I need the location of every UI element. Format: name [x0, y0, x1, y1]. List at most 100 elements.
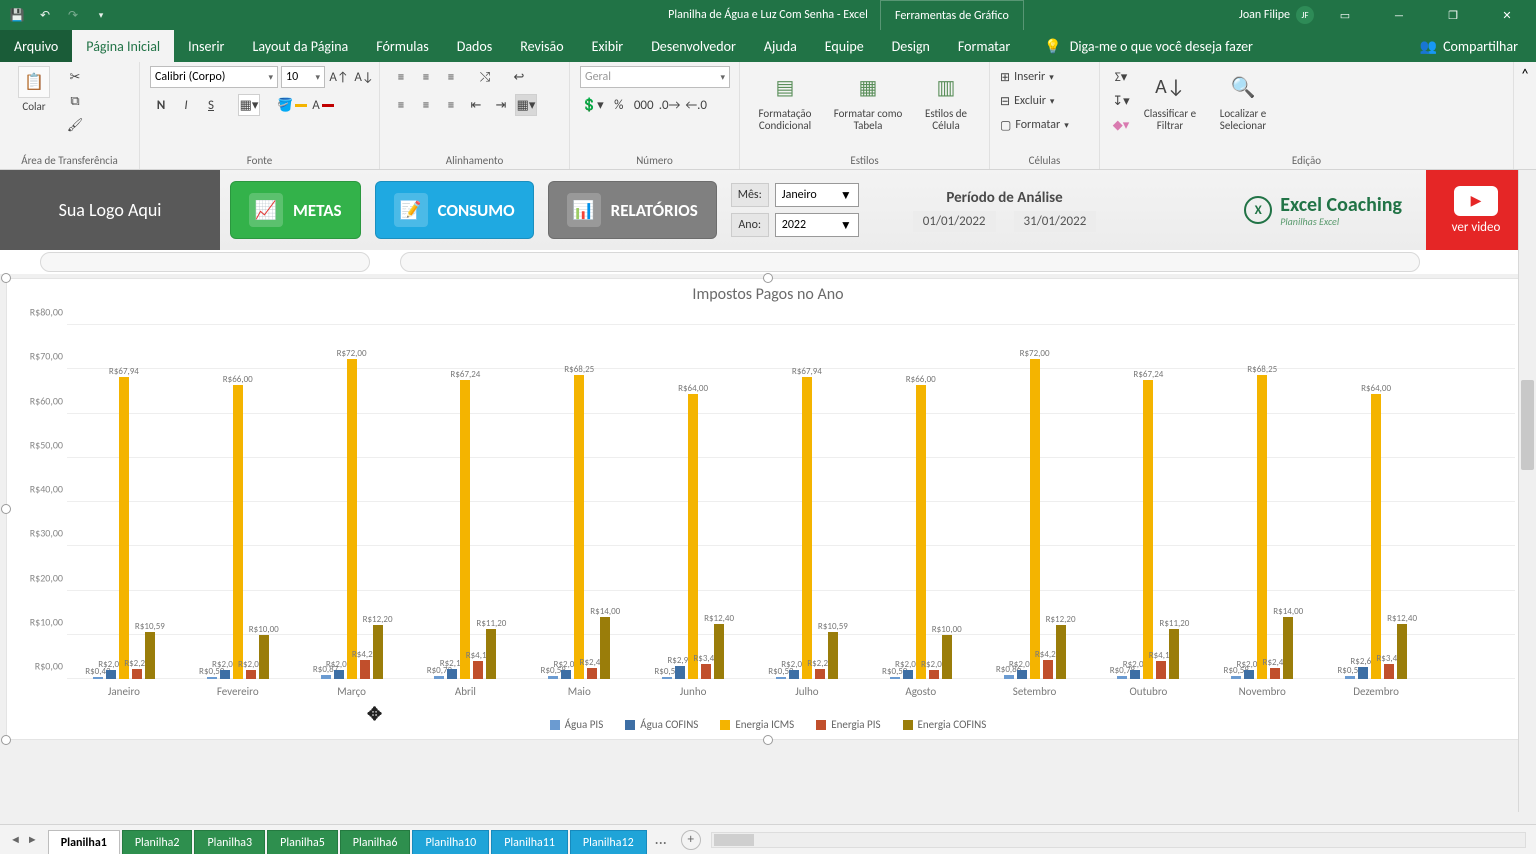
- chart-bar[interactable]: R$0,86: [1004, 675, 1014, 679]
- tab-developer[interactable]: Desenvolvedor: [637, 30, 750, 62]
- increase-font-icon[interactable]: A↑: [328, 66, 350, 88]
- increase-decimal-icon[interactable]: .0→: [658, 94, 682, 116]
- cut-icon[interactable]: ✂: [64, 66, 86, 88]
- chart-bar[interactable]: R$64,00: [688, 394, 698, 679]
- percent-format-icon[interactable]: %: [608, 94, 630, 116]
- copy-icon[interactable]: ⧉: [64, 90, 86, 112]
- chart-title[interactable]: Impostos Pagos no Ano: [7, 279, 1529, 310]
- chart-bar[interactable]: R$64,00: [1371, 394, 1381, 679]
- chart-bar[interactable]: R$67,94: [802, 377, 812, 679]
- borders-button[interactable]: ▦▾: [238, 94, 260, 116]
- relatorios-button[interactable]: 📊RELATÓRIOS: [548, 181, 717, 239]
- chart-bar[interactable]: R$4,12: [1156, 661, 1166, 679]
- chart-bar[interactable]: R$2,00: [220, 670, 230, 679]
- consumo-button[interactable]: 📝CONSUMO: [375, 181, 534, 239]
- resize-handle[interactable]: [763, 273, 773, 283]
- chart-bar[interactable]: R$2,08: [334, 670, 344, 679]
- tab-chart-format[interactable]: Formatar: [944, 30, 1024, 62]
- chart-bar[interactable]: R$12,40: [714, 624, 724, 679]
- chart-bar[interactable]: R$2,01: [106, 670, 116, 679]
- orientation-icon[interactable]: ⤭: [474, 66, 496, 88]
- tab-insert[interactable]: Inserir: [174, 30, 238, 62]
- chart-bar[interactable]: R$4,12: [473, 661, 483, 679]
- tab-chart-design[interactable]: Design: [878, 30, 944, 62]
- tab-help[interactable]: Ajuda: [750, 30, 811, 62]
- ribbon-display-options-icon[interactable]: ▭: [1322, 0, 1368, 30]
- sub-tab-left[interactable]: [40, 252, 370, 272]
- wrap-text-icon[interactable]: ↩: [508, 66, 530, 88]
- tab-review[interactable]: Revisão: [506, 30, 577, 62]
- tab-page-layout[interactable]: Layout da Página: [238, 30, 362, 62]
- chart-bar[interactable]: R$2,40: [1270, 668, 1280, 679]
- save-icon[interactable]: 💾: [8, 8, 26, 23]
- font-size-combo[interactable]: 10▾: [281, 66, 325, 88]
- chart-bar[interactable]: R$66,00: [233, 385, 243, 679]
- watch-video-button[interactable]: ▶ ver video: [1426, 170, 1526, 250]
- chart-bar[interactable]: R$0,58: [548, 676, 558, 679]
- tab-view[interactable]: Exibir: [578, 30, 638, 62]
- chart-bar[interactable]: R$2,40: [587, 668, 597, 679]
- tabs-overflow[interactable]: ...: [649, 830, 673, 849]
- month-select[interactable]: Janeiro▼: [775, 183, 859, 207]
- chart-bar[interactable]: R$2,04: [789, 670, 799, 679]
- resize-handle[interactable]: [1, 735, 11, 745]
- format-painter-icon[interactable]: 🖌: [64, 114, 86, 136]
- chart-bar[interactable]: R$2,03: [1017, 670, 1027, 679]
- chart-bar[interactable]: R$2,28: [132, 669, 142, 679]
- legend-item[interactable]: Água COFINS: [625, 718, 698, 731]
- format-cells-button[interactable]: ▢Formatar▾: [1000, 114, 1069, 136]
- sheet-tab[interactable]: Planilha2: [122, 830, 193, 854]
- legend-item[interactable]: Energia COFINS: [903, 718, 987, 731]
- chart-bar[interactable]: R$2,28: [815, 669, 825, 679]
- chart-bar[interactable]: R$67,24: [460, 380, 470, 679]
- sheet-tab[interactable]: Planilha1: [48, 830, 120, 854]
- chart-bar[interactable]: R$2,90: [675, 666, 685, 679]
- chart-object[interactable]: Impostos Pagos no Ano R$0,00R$10,00R$20,…: [6, 278, 1530, 740]
- align-bottom-icon[interactable]: ≡: [440, 66, 462, 88]
- fill-color-button[interactable]: 🪣: [276, 94, 308, 116]
- comma-format-icon[interactable]: 000: [633, 94, 655, 116]
- accounting-format-icon[interactable]: 💲▾: [580, 94, 605, 116]
- chart-bar[interactable]: R$12,40: [1397, 624, 1407, 679]
- scrollbar-thumb[interactable]: [714, 834, 754, 846]
- sheet-tab[interactable]: Planilha12: [570, 830, 647, 854]
- first-sheet-icon[interactable]: ◄: [10, 833, 21, 846]
- undo-icon[interactable]: ↶: [36, 8, 54, 23]
- sheet-tab[interactable]: Planilha5: [267, 830, 338, 854]
- format-as-table-button[interactable]: ▦Formatar como Tabela: [826, 66, 910, 132]
- sort-filter-button[interactable]: A↓Classificar e Filtrar: [1138, 66, 1202, 132]
- font-name-combo[interactable]: Calibri (Corpo)▾: [150, 66, 278, 88]
- paste-button[interactable]: 📋 Colar: [10, 66, 58, 113]
- chart-bar[interactable]: R$14,00: [1283, 617, 1293, 679]
- tell-me-search[interactable]: 💡 Diga-me o que você deseja fazer: [1044, 30, 1401, 62]
- chart-bar[interactable]: R$10,00: [942, 635, 952, 680]
- vertical-scrollbar[interactable]: [1518, 170, 1536, 812]
- metas-button[interactable]: 📈METAS: [230, 181, 361, 239]
- fill-icon[interactable]: ↧▾: [1110, 90, 1132, 112]
- italic-button[interactable]: I: [175, 94, 197, 116]
- new-sheet-button[interactable]: +: [681, 830, 701, 850]
- decrease-decimal-icon[interactable]: ←.0: [684, 94, 708, 116]
- align-right-icon[interactable]: ≡: [440, 94, 462, 116]
- bold-button[interactable]: N: [150, 94, 172, 116]
- chart-bar[interactable]: R$2,60: [1358, 667, 1368, 679]
- align-middle-icon[interactable]: ≡: [415, 66, 437, 88]
- maximize-icon[interactable]: ❐: [1430, 0, 1476, 30]
- increase-indent-icon[interactable]: ⇥: [490, 94, 512, 116]
- align-center-icon[interactable]: ≡: [415, 94, 437, 116]
- tab-home[interactable]: Página Inicial: [72, 30, 174, 62]
- horizontal-scrollbar[interactable]: [711, 832, 1526, 848]
- chart-bar[interactable]: R$11,20: [486, 629, 496, 679]
- clear-icon[interactable]: ◆▾: [1110, 114, 1132, 136]
- chart-bar[interactable]: R$72,00: [347, 359, 357, 679]
- chart-bar[interactable]: R$12,20: [373, 625, 383, 679]
- delete-cells-button[interactable]: ⊟Excluir▾: [1000, 90, 1054, 112]
- chart-bar[interactable]: R$0,50: [207, 677, 217, 679]
- chart-bar[interactable]: R$0,50: [890, 677, 900, 679]
- underline-button[interactable]: S: [200, 94, 222, 116]
- chart-plot-area[interactable]: R$0,00R$10,00R$20,00R$30,00R$40,00R$50,0…: [67, 325, 1515, 679]
- number-format-combo[interactable]: Geral▾: [580, 66, 730, 88]
- chart-bar[interactable]: R$0,58: [1231, 676, 1241, 679]
- chart-bar[interactable]: R$14,00: [600, 617, 610, 679]
- decrease-indent-icon[interactable]: ⇤: [465, 94, 487, 116]
